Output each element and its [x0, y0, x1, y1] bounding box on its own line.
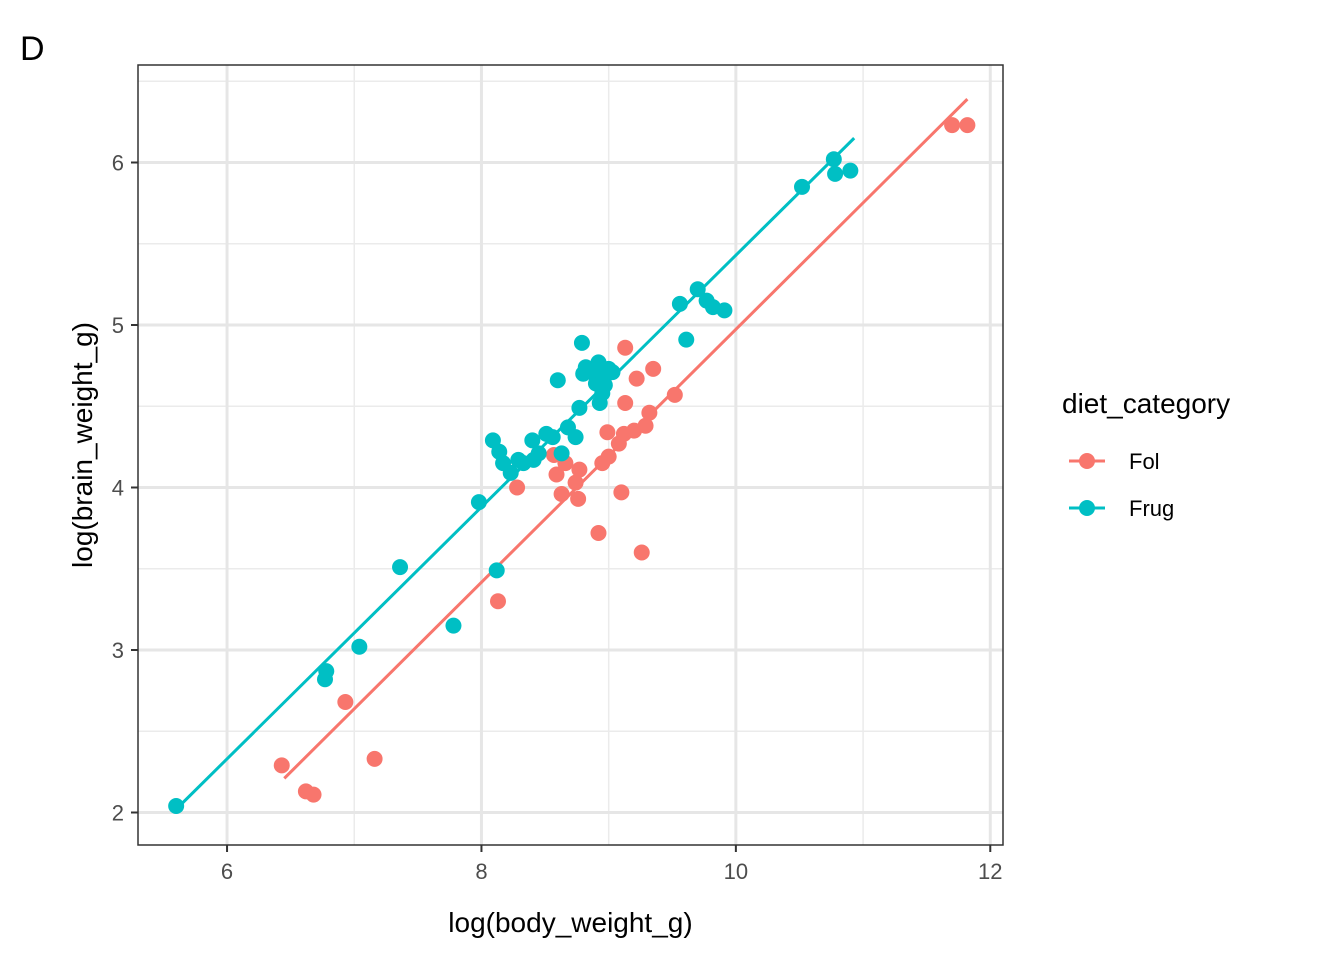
x-tick-label: 10	[724, 859, 748, 884]
fit-lines	[175, 98, 969, 811]
point-frug	[573, 334, 590, 351]
point-frug	[544, 429, 561, 446]
x-tick-label: 12	[978, 859, 1002, 884]
y-tick-label: 5	[112, 313, 124, 338]
y-axis-title: log(brain_weight_g)	[67, 322, 98, 568]
panel-border	[137, 64, 1004, 846]
point-fol	[570, 490, 587, 507]
legend-label-fol: Fol	[1129, 449, 1160, 474]
legend-label-frug: Frug	[1129, 496, 1174, 521]
point-frug	[825, 151, 842, 168]
point-fol	[590, 525, 607, 541]
point-frug	[716, 302, 733, 319]
point-frug	[689, 281, 706, 298]
point-frug	[445, 617, 462, 634]
point-frug	[678, 331, 695, 348]
point-frug	[671, 295, 688, 312]
legend: diet_category Fol Frug	[1062, 388, 1230, 521]
legend-key-dot-fol	[1079, 453, 1095, 469]
point-fol	[944, 117, 961, 134]
point-frug	[794, 178, 811, 195]
point-fol	[600, 448, 617, 465]
point-fol	[489, 593, 506, 610]
point-frug	[567, 429, 584, 446]
point-frug	[553, 445, 570, 462]
point-frug	[168, 798, 185, 814]
y-tick-label: 2	[112, 801, 124, 826]
point-frug	[530, 445, 547, 462]
point-fol	[959, 117, 976, 134]
point-fol	[617, 395, 634, 411]
axes: 6 8 10 12 2 3 4 5 6	[112, 151, 1003, 885]
point-frug	[470, 494, 487, 511]
x-tick-label: 6	[221, 859, 233, 884]
point-frug	[571, 399, 588, 416]
point-frug	[488, 562, 505, 579]
data-points	[168, 117, 976, 814]
point-frug	[318, 663, 335, 680]
point-fol	[567, 474, 584, 491]
point-frug	[827, 165, 844, 182]
point-frug	[524, 432, 541, 449]
point-fol	[273, 757, 290, 774]
point-fol	[637, 417, 654, 434]
point-fol	[617, 339, 634, 356]
point-frug	[392, 559, 409, 576]
point-frug	[351, 638, 368, 655]
legend-title: diet_category	[1062, 388, 1230, 419]
y-tick-label: 6	[112, 151, 124, 176]
point-fol	[366, 750, 383, 767]
point-fol	[599, 424, 616, 441]
point-frug	[596, 377, 613, 394]
point-fol	[337, 694, 354, 710]
point-fol	[305, 786, 322, 803]
y-tick-label: 4	[112, 476, 124, 501]
point-frug	[842, 162, 859, 179]
point-fol	[613, 484, 630, 501]
point-fol	[641, 404, 658, 421]
point-fol	[548, 466, 565, 483]
point-frug	[604, 364, 621, 381]
panel-tag: D	[20, 30, 45, 68]
point-fol	[633, 544, 650, 561]
legend-key-dot-frug	[1079, 500, 1095, 516]
point-fol	[666, 386, 683, 403]
grid	[138, 65, 1003, 845]
point-fol	[645, 360, 662, 377]
point-frug	[549, 372, 566, 389]
x-tick-label: 8	[475, 859, 487, 884]
point-fol	[509, 479, 526, 496]
x-axis-title: log(body_weight_g)	[448, 907, 692, 938]
point-fol	[571, 461, 588, 478]
y-tick-label: 3	[112, 638, 124, 663]
point-fol	[553, 486, 570, 502]
point-fol	[628, 370, 645, 387]
point-frug	[502, 464, 519, 481]
